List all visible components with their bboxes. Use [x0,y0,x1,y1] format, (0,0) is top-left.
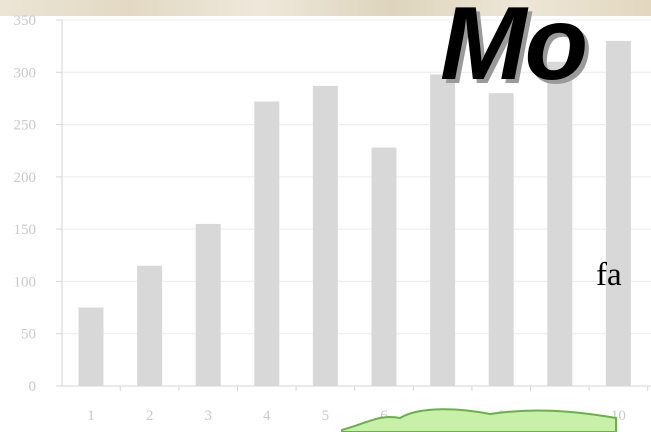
overlay-title-text: Mo [440,0,588,102]
bar-6 [371,147,397,386]
x-tick-label-5: 5 [322,408,330,424]
y-tick-label-350: 350 [14,13,37,29]
green-decoration-shape [341,408,617,432]
bar-3 [195,223,221,386]
overlay-text-fragment: fa [596,257,622,293]
y-tick-label-50: 50 [21,327,36,343]
bar-10 [605,40,631,387]
x-tick-label-4: 4 [263,408,271,424]
bar-1 [78,307,104,386]
y-tick-label-200: 200 [14,170,37,186]
y-tick-label-150: 150 [14,222,37,238]
bar-8 [488,93,514,386]
bar-9 [547,61,573,386]
bar-4 [254,101,280,387]
top-texture-strip [0,0,651,16]
x-tick-label-3: 3 [204,408,212,424]
x-tick-label-6: 6 [380,408,388,424]
bar-5 [312,85,338,386]
bar-7 [430,74,456,387]
x-tick-label-1: 1 [87,408,95,424]
green-blob [341,408,617,432]
y-tick-label-300: 300 [14,65,37,81]
y-tick-label-0: 0 [29,379,37,395]
y-tick-label-250: 250 [14,118,37,134]
bar-2 [137,265,163,386]
y-tick-label-100: 100 [14,274,37,290]
x-tick-label-2: 2 [146,408,154,424]
